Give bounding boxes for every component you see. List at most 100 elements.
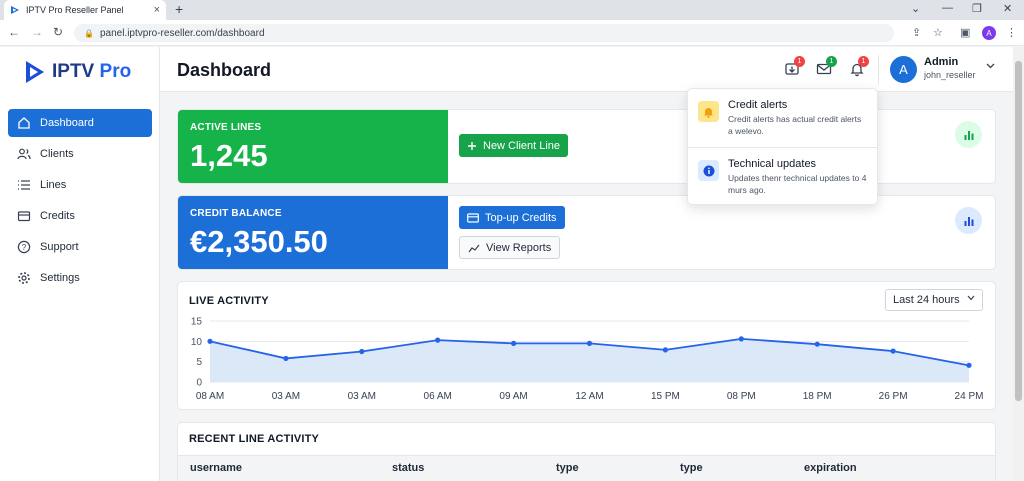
browser-profile-avatar[interactable]: A — [982, 26, 996, 40]
x-tick-label: 15 PM — [651, 391, 680, 402]
page-scrollbar[interactable] — [1013, 47, 1024, 481]
minimize-button[interactable]: — — [942, 2, 953, 14]
sidebar-item-label: Clients — [40, 148, 74, 160]
side-panel-icon[interactable]: ▣ — [960, 27, 971, 39]
data-point[interactable] — [435, 337, 441, 343]
x-tick-label: 24 PM — [955, 391, 984, 402]
list-icon — [17, 178, 31, 192]
time-range-select[interactable]: Last 24 hours — [885, 289, 983, 311]
data-point[interactable] — [207, 338, 213, 344]
data-point[interactable] — [966, 362, 972, 368]
live-activity-card: LIVE ACTIVITY Last 24 hours 0 5 10 15 08 AM 0… — [177, 281, 996, 410]
data-point[interactable] — [359, 348, 365, 355]
credit-balance-label: CREDIT BALANCE — [190, 208, 282, 219]
avatar[interactable]: A — [890, 56, 917, 83]
x-tick-label: 06 AM — [424, 391, 452, 402]
tab-search-icon[interactable]: ⌄ — [911, 3, 921, 15]
plus-icon — [467, 141, 477, 151]
y-tick-label: 0 — [196, 378, 202, 389]
share-icon[interactable]: ⇪ — [912, 27, 922, 39]
close-window-button[interactable]: ✕ — [1003, 3, 1013, 15]
notification-item-technical-updates[interactable]: Technical updates Updates thenr technica… — [688, 148, 877, 206]
bell-badge: 1 — [858, 56, 869, 67]
new-tab-button[interactable]: + — [175, 1, 184, 17]
sidebar-item-clients[interactable]: Clients — [8, 140, 152, 168]
tab-close-icon[interactable]: × — [153, 4, 160, 16]
chevron-down-icon[interactable] — [986, 63, 995, 69]
download-icon[interactable] — [784, 61, 800, 77]
bar-chart-icon[interactable] — [955, 207, 982, 234]
bar-chart-icon[interactable] — [955, 121, 982, 148]
browser-tab-strip: IPTV Pro Reseller Panel × + ⌄ — ❐ ✕ — [0, 0, 1024, 20]
x-tick-label: 26 PM — [879, 391, 908, 402]
data-point[interactable] — [586, 340, 593, 346]
credit-balance-block: CREDIT BALANCE €2,350.50 — [178, 196, 448, 269]
download-badge: 1 — [794, 56, 805, 67]
sidebar-item-support[interactable]: ? Support — [8, 233, 152, 261]
y-tick-label: 10 — [191, 337, 203, 348]
data-point[interactable] — [662, 347, 668, 353]
x-tick-label: 03 AM — [272, 391, 300, 402]
browser-menu-icon[interactable]: ⋮ — [1006, 27, 1017, 39]
sidebar-item-credits[interactable]: Credits — [8, 202, 152, 230]
mail-icon[interactable] — [816, 61, 832, 77]
browser-tab[interactable]: IPTV Pro Reseller Panel × — [4, 0, 166, 20]
new-client-line-button[interactable]: New Client Line — [459, 134, 569, 157]
credit-card-icon — [467, 212, 479, 223]
live-activity-title: LIVE ACTIVITY — [189, 295, 269, 307]
data-point[interactable] — [890, 348, 896, 354]
reload-icon[interactable]: ↻ — [53, 25, 64, 39]
data-point[interactable] — [738, 336, 744, 342]
user-name[interactable]: Admin — [924, 56, 959, 68]
column-header-expiration[interactable]: expiration — [804, 462, 857, 474]
gear-icon — [17, 271, 31, 285]
y-tick-label: 5 — [196, 357, 202, 368]
forward-icon[interactable]: → — [31, 25, 43, 39]
view-reports-label: View Reports — [486, 241, 552, 254]
app-logo[interactable]: IPTV Pro — [24, 59, 131, 85]
sidebar-item-dashboard[interactable]: Dashboard — [8, 109, 152, 137]
data-point[interactable] — [283, 355, 289, 362]
wallet-icon — [17, 209, 31, 223]
column-header-type[interactable]: type — [556, 462, 579, 474]
sidebar-item-label: Credits — [40, 210, 75, 222]
top-header: Dashboard 1 1 1 A Admin john_reseller — [160, 47, 1024, 92]
line-chart-icon — [468, 243, 480, 253]
y-tick-label: 15 — [191, 317, 203, 328]
sidebar-item-label: Lines — [40, 179, 67, 191]
sidebar-item-label: Settings — [40, 272, 80, 284]
recent-line-activity-card: RECENT LINE ACTIVITY username status typ… — [177, 422, 996, 481]
lock-icon: 🔒 — [84, 28, 94, 38]
sidebar-item-label: Dashboard — [40, 117, 94, 129]
active-lines-label: ACTIVE LINES — [190, 122, 262, 133]
view-reports-button[interactable]: View Reports — [459, 236, 561, 259]
notification-text: Updates thenr technical updates to 4 mur… — [728, 173, 867, 195]
scrollbar-thumb[interactable] — [1015, 61, 1022, 401]
svg-text:?: ? — [22, 243, 27, 252]
notification-title: Technical updates — [728, 158, 817, 170]
url-field[interactable]: 🔒 panel.iptvpro-reseller.com/dashboard — [74, 24, 894, 42]
table-header: username status type type expiration — [178, 455, 995, 481]
column-header-type-2[interactable]: type — [680, 462, 703, 474]
back-icon[interactable]: ← — [8, 25, 20, 39]
user-handle: john_reseller — [924, 70, 976, 80]
live-activity-chart: 0 5 10 15 08 AM 03 AM 03 AM 06 AM 09 AM 12 AM 15 P… — [191, 317, 984, 403]
url-text: panel.iptvpro-reseller.com/dashboard — [99, 27, 265, 39]
data-point[interactable] — [814, 341, 820, 347]
data-point[interactable] — [511, 340, 517, 346]
notification-title: Credit alerts — [728, 99, 788, 111]
series-area — [210, 338, 969, 382]
active-lines-value: 1,245 — [190, 138, 268, 173]
time-range-value: Last 24 hours — [893, 294, 960, 306]
column-header-username[interactable]: username — [190, 462, 242, 474]
sidebar-item-lines[interactable]: Lines — [8, 171, 152, 199]
sidebar-item-settings[interactable]: Settings — [8, 264, 152, 292]
notification-text: Credit alerts has actual credit alerts a… — [728, 114, 862, 136]
restore-button[interactable]: ❐ — [972, 3, 982, 15]
topup-credits-button[interactable]: Top-up Credits — [459, 206, 565, 229]
column-header-status[interactable]: status — [392, 462, 425, 474]
notification-item-credit-alerts[interactable]: Credit alerts Credit alerts has actual c… — [688, 89, 877, 147]
bookmark-star-icon[interactable]: ☆ — [933, 27, 943, 39]
mail-badge: 1 — [826, 56, 837, 67]
page-title: Dashboard — [177, 60, 272, 80]
